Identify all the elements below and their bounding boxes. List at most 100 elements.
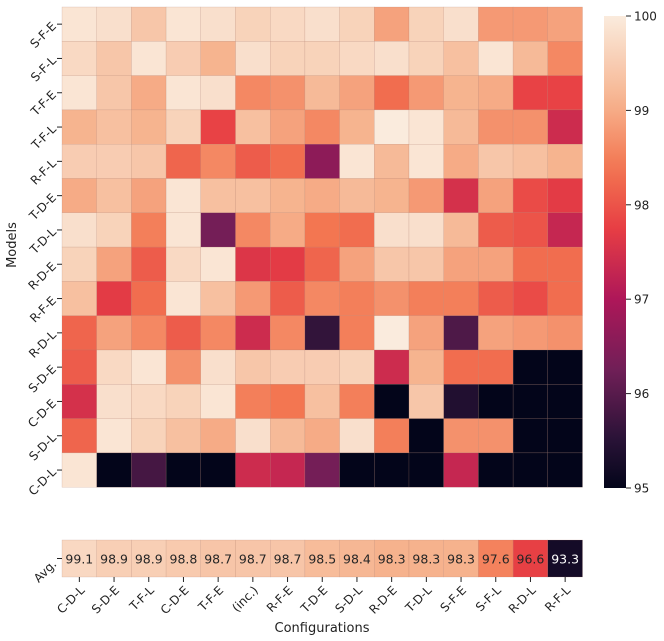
heatmap-cell bbox=[408, 418, 444, 454]
heatmap-cell bbox=[200, 384, 236, 419]
heatmap-cell bbox=[165, 6, 202, 42]
heatmap-cell bbox=[339, 315, 375, 351]
heatmap-cell bbox=[61, 6, 97, 42]
heatmap-cell bbox=[547, 246, 583, 282]
heatmap-cell bbox=[339, 41, 375, 76]
heatmap-cell bbox=[96, 6, 132, 42]
heatmap-cell bbox=[270, 246, 306, 282]
column-label: T-D-E bbox=[297, 583, 330, 616]
heatmap-cell bbox=[443, 281, 479, 316]
heatmap-cell bbox=[304, 109, 340, 145]
heatmap-cell bbox=[512, 349, 548, 385]
heatmap-cell bbox=[304, 41, 340, 76]
heatmap-cell bbox=[200, 75, 236, 111]
heatmap-cell bbox=[96, 281, 132, 316]
column-label: C-D-L bbox=[54, 583, 87, 616]
avg-value-label: 98.7 bbox=[274, 552, 302, 567]
heatmap-cell bbox=[235, 384, 271, 419]
avg-value-label: 98.7 bbox=[204, 552, 232, 567]
heatmap-cell bbox=[61, 143, 97, 179]
heatmap-cell bbox=[512, 281, 548, 316]
column-label: R-D-L bbox=[506, 583, 539, 616]
avg-value-label: 98.3 bbox=[447, 552, 475, 567]
column-label: S-F-L bbox=[473, 583, 504, 614]
heatmap-cell bbox=[304, 315, 340, 351]
heatmap-cell bbox=[374, 349, 410, 385]
heatmap-cell bbox=[131, 109, 167, 145]
heatmap-cell bbox=[512, 41, 548, 76]
heatmap-cell bbox=[235, 109, 271, 145]
heatmap-cell bbox=[443, 143, 479, 179]
avg-value-label: 97.6 bbox=[482, 552, 510, 567]
heatmap-cell bbox=[304, 143, 340, 179]
heatmap-cell bbox=[96, 178, 132, 213]
row-label: S-F-E bbox=[27, 19, 59, 51]
heatmap-cell bbox=[61, 281, 97, 316]
heatmap-cell bbox=[408, 315, 444, 351]
heatmap-cell bbox=[270, 452, 306, 488]
avg-cell bbox=[408, 539, 444, 578]
heatmap-cell bbox=[443, 452, 479, 488]
heatmap-cell bbox=[374, 384, 410, 419]
column-label: R-D-E bbox=[366, 583, 399, 616]
heatmap-cell bbox=[408, 281, 444, 316]
heatmap-cell bbox=[131, 212, 167, 248]
heatmap-cell bbox=[512, 143, 548, 179]
avg-row-label: Avg. bbox=[31, 557, 59, 585]
heatmap-cell bbox=[96, 41, 132, 76]
heatmap-cell bbox=[96, 246, 132, 282]
heatmap-cell bbox=[165, 212, 202, 248]
heatmap-cell bbox=[339, 281, 375, 316]
column-label: S-D-E bbox=[89, 583, 122, 616]
heatmap-cell bbox=[165, 281, 202, 316]
heatmap-cell bbox=[547, 109, 583, 145]
heatmap-cell bbox=[61, 75, 97, 111]
heatmap-cell bbox=[270, 143, 306, 179]
heatmap-cell bbox=[408, 349, 444, 385]
avg-cell bbox=[131, 539, 167, 578]
heatmap-cell bbox=[339, 109, 375, 145]
heatmap-cell bbox=[61, 349, 97, 385]
heatmap-cell bbox=[235, 246, 271, 282]
colorbar-bar bbox=[604, 16, 626, 488]
heatmap-cell bbox=[512, 212, 548, 248]
avg-value-label: 98.8 bbox=[170, 552, 198, 567]
avg-value-label: 93.3 bbox=[551, 552, 579, 567]
heatmap-cell bbox=[61, 246, 97, 282]
heatmap-cell bbox=[165, 178, 202, 213]
avg-cell bbox=[547, 539, 583, 578]
heatmap-cell bbox=[443, 315, 479, 351]
heatmap-cell bbox=[304, 178, 340, 213]
avg-cell bbox=[478, 539, 514, 578]
heatmap-cell bbox=[131, 178, 167, 213]
heatmap-cell bbox=[96, 349, 132, 385]
heatmap-cell bbox=[374, 75, 410, 111]
avg-cell bbox=[339, 539, 375, 578]
heatmap-cell bbox=[131, 246, 167, 282]
heatmap-cell bbox=[339, 6, 375, 42]
avg-cell bbox=[374, 539, 410, 578]
row-label: R-F-L bbox=[28, 156, 59, 187]
heatmap-cell bbox=[339, 143, 375, 179]
heatmap-cell bbox=[478, 212, 514, 248]
heatmap-cell bbox=[165, 384, 202, 419]
heatmap-cell bbox=[374, 418, 410, 454]
row-label: T-D-L bbox=[27, 225, 60, 258]
avg-value-label: 98.3 bbox=[378, 552, 406, 567]
column-label: S-F-E bbox=[438, 583, 470, 615]
heatmap-cell bbox=[339, 212, 375, 248]
heatmap-cell bbox=[547, 384, 583, 419]
row-label: S-D-L bbox=[26, 431, 59, 464]
row-label: S-F-L bbox=[28, 53, 59, 84]
heatmap-cell bbox=[200, 281, 236, 316]
colorbar-tick-label: 96 bbox=[634, 387, 649, 401]
heatmap-cell bbox=[165, 75, 202, 111]
column-labels: C-D-L S-D-E T-F-L C-D-E T-F-E (inc.) R-F-E T-D-… bbox=[54, 577, 573, 617]
heatmap-cell bbox=[165, 41, 202, 76]
heatmap-cell bbox=[131, 384, 167, 419]
heatmap-cell bbox=[96, 212, 132, 248]
row-label: T-F-L bbox=[28, 122, 59, 153]
heatmap-cell bbox=[478, 349, 514, 385]
heatmap-cell bbox=[304, 452, 340, 488]
